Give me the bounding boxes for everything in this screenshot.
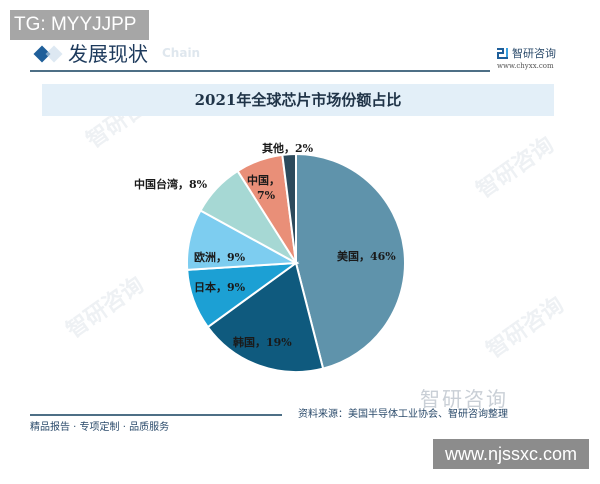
brand-name: 智研咨询 <box>512 46 556 60</box>
label-china-a: 中国， <box>247 174 280 187</box>
footer-slogan: 精品报告 · 专项定制 · 品质服务 <box>30 422 170 433</box>
section-title: 发展现状 <box>68 42 148 66</box>
footer-divider <box>30 414 282 416</box>
pie-slice <box>281 152 297 264</box>
brand: 智研咨询 www.chyxx.com <box>497 42 587 70</box>
url-badge: www.njssxc.com <box>433 439 589 469</box>
header-divider <box>30 70 490 72</box>
label-europe: 欧洲，9% <box>194 251 246 264</box>
pie-slice <box>295 152 406 370</box>
footer-logo: 智研咨询 <box>420 387 508 411</box>
label-usa: 美国，46% <box>337 250 396 263</box>
brand-url: www.chyxx.com <box>497 62 554 70</box>
chart-title-band: 2021年全球芯片市场份额占比 <box>42 84 554 116</box>
tg-badge: TG: MYYJJPP <box>10 10 149 40</box>
label-china-b: 7% <box>257 189 276 202</box>
footer-source: 资料来源：美国半导体工业协会、智研咨询整理 <box>298 409 508 420</box>
label-taiwan: 中国台湾，8% <box>134 178 208 191</box>
chart-title: 2021年全球芯片市场份额占比 <box>194 91 402 109</box>
label-korea: 韩国，19% <box>233 336 292 349</box>
section-ghost-text: Chain <box>162 46 201 60</box>
label-japan: 日本，9% <box>194 281 246 294</box>
label-other: 其他，2% <box>262 142 314 155</box>
section-header: 发展现状 Chain <box>30 40 570 70</box>
pie-slice <box>206 261 325 373</box>
brand-logo-icon <box>497 47 508 59</box>
